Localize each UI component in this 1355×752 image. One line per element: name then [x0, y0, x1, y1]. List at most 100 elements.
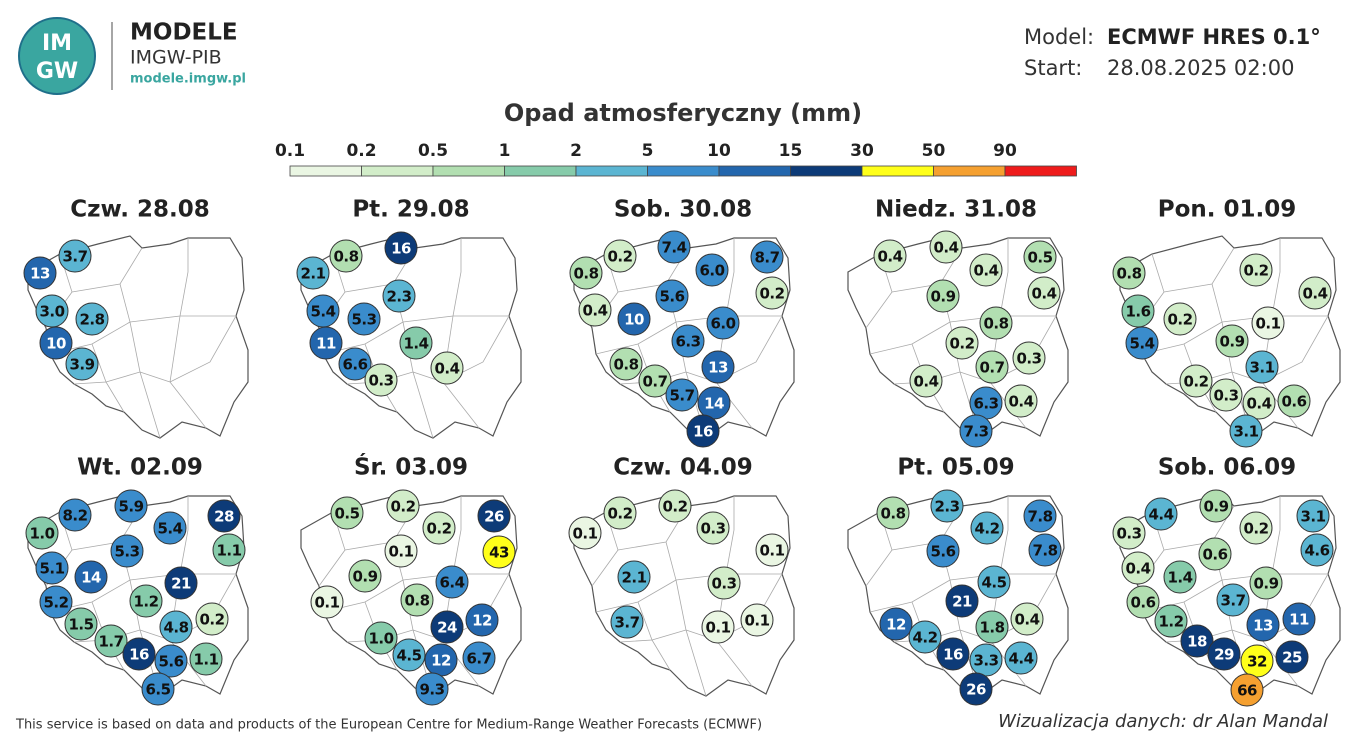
precip-label: 5.4 [310, 303, 335, 321]
precip-point [64, 607, 98, 641]
legend-swatch [361, 165, 434, 177]
precip-label: 2.3 [934, 498, 959, 516]
precip-point [1180, 624, 1214, 658]
precip-point [296, 256, 330, 290]
precip-point [1179, 364, 1213, 398]
precip-label: 0.2 [607, 248, 632, 266]
precip-point [1300, 533, 1334, 567]
precip-point [330, 496, 364, 530]
precip-point [876, 496, 910, 530]
precip-label: 1.4 [403, 335, 428, 353]
legend-swatch [647, 165, 720, 177]
legend-tick-label: 50 [922, 141, 946, 161]
precip-point [1028, 533, 1062, 567]
precip-label: 0.2 [1243, 520, 1268, 538]
map-panel: Niedz. 31.080.4 0.40.50.40.40.90.80.20.7 0… [847, 197, 1069, 448]
credit: This service is based on data and produc… [15, 718, 762, 733]
precip-label: 28 [214, 508, 234, 526]
precip-point [400, 583, 434, 617]
precip-label: 0.1 [572, 525, 597, 543]
precip-point [926, 279, 960, 313]
precip-point [422, 511, 456, 545]
precip-point [1277, 384, 1311, 418]
legend-swatch [861, 165, 934, 177]
precip-label: 0.4 [582, 302, 607, 320]
precip-label: 1.7 [98, 633, 123, 651]
precip-point [930, 489, 964, 523]
precip-point [1010, 602, 1044, 636]
precip-point [936, 637, 970, 671]
map-panel: Sob. 06.09 4.4 0.9 3.1 0.3 0.2 4.6 0.6 0.4 1.4 0.9… [1112, 455, 1341, 707]
precip-label: 0.4 [1031, 285, 1056, 303]
precip-label: 5.6 [158, 653, 183, 671]
precip-label: 0.8 [404, 592, 429, 610]
precip-label: 0.8 [1116, 265, 1141, 283]
precip-point [430, 351, 464, 385]
author: Wizualizacja danych: dr Alan Mandal [998, 711, 1328, 732]
precip-label: 0.9 [1203, 498, 1228, 516]
map-panel: Sob. 30.08 0.2 7.4 8.7 0.8 6.0 5.6 0.2 0.4 10 6.0 6… [569, 197, 795, 448]
precip-point [65, 347, 99, 381]
precip-label: 12 [472, 612, 492, 630]
precip-point [701, 350, 735, 384]
precip-point [975, 350, 1009, 384]
precip-point [338, 347, 372, 381]
precip-label: 6.6 [342, 356, 367, 374]
org: IMGW-PIB [130, 47, 222, 69]
precip-point [701, 610, 735, 644]
precip-label: 6.7 [466, 650, 491, 668]
precip-label: 0.1 [1255, 315, 1280, 333]
legend-swatch [575, 165, 648, 177]
precip-label: 0.5 [1027, 249, 1052, 267]
precip-point [977, 565, 1011, 599]
precip-label: 3.1 [1233, 423, 1258, 441]
precip-label: 1.1 [216, 542, 241, 560]
panel-title: Sob. 30.08 [614, 197, 752, 223]
precip-label: 11 [1289, 611, 1309, 629]
precip-point [189, 642, 223, 676]
precip-point [207, 499, 241, 533]
precip-label: 0.3 [1213, 387, 1238, 405]
precip-label: 0.9 [352, 568, 377, 586]
precip-label: 13 [708, 359, 728, 377]
map-panel: Pt. 05.09 0.8 2.3 7.8 4.2 7.8 5.6 4.5 21 12 4.2 1.8… [847, 455, 1069, 706]
precip-label: 6.5 [145, 681, 170, 699]
precip-label: 13 [1253, 617, 1273, 635]
precip-point [164, 566, 198, 600]
precip-label: 29 [1214, 646, 1234, 664]
precip-label: 3.7 [62, 248, 87, 266]
precip-point [655, 279, 689, 313]
precip-label: 0.9 [1219, 333, 1244, 351]
precip-point [1245, 350, 1279, 384]
precip-label: 7.8 [1027, 508, 1052, 526]
map-panel: Czw. 28.08 13 3.7 3.0 2.8 103.9 [23, 197, 249, 439]
precip-label: 26 [966, 681, 986, 699]
precip-point [755, 533, 789, 567]
map-panel: Pt. 29.08 0.8 16 2.1 5.4 2.3 5.3 11 1.4 6.60.3 0.4 [296, 197, 522, 439]
precip-label: 1.5 [68, 616, 93, 634]
precip-point [706, 306, 740, 340]
precip-point [465, 603, 499, 637]
panel-title: Czw. 04.09 [613, 455, 753, 481]
precip-point [969, 253, 1003, 287]
precip-label: 0.3 [700, 520, 725, 538]
map-panel: Czw. 04.09 0.2 0.2 0.1 0.3 0.1 2.1 0.3 3.7 0.1 0.1 [568, 455, 795, 697]
precip-label: 0.2 [759, 285, 784, 303]
precip-point [609, 347, 643, 381]
precip-point [879, 607, 913, 641]
model-label: Model: [1024, 25, 1094, 49]
legend-swatch [289, 165, 362, 177]
precip-point [39, 326, 73, 360]
precip-point [58, 498, 92, 532]
precip-label: 16 [943, 646, 963, 664]
precip-label: 4.8 [163, 619, 188, 637]
panel-title: Sob. 06.09 [1158, 455, 1296, 481]
precip-label: 2.8 [79, 311, 104, 329]
precip-point [329, 239, 363, 273]
precip-label: 0.4 [1125, 560, 1150, 578]
precip-point [909, 364, 943, 398]
precip-point [1296, 499, 1330, 533]
precip-label: 4.2 [912, 629, 937, 647]
